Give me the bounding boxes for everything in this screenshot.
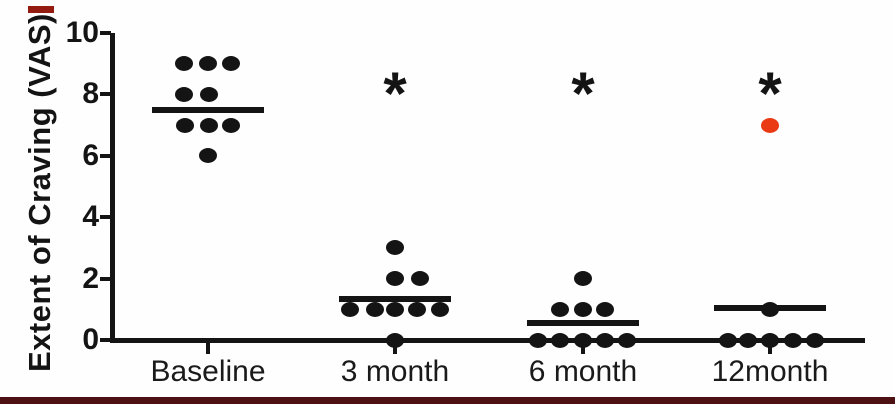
y-tick-label: 4 — [82, 200, 99, 234]
data-point — [529, 332, 547, 348]
x-axis-label-12month: 12month — [711, 355, 829, 388]
group-mean-line — [527, 320, 639, 327]
x-tick-mark — [768, 343, 772, 354]
group-mean-line — [714, 304, 826, 311]
data-point — [596, 301, 614, 317]
y-tick-mark — [100, 92, 111, 97]
x-tick-mark — [206, 343, 210, 354]
x-axis-label-6-month: 6 month — [528, 355, 638, 388]
data-point — [431, 301, 449, 317]
y-tick-label: 10 — [65, 16, 99, 49]
data-point — [574, 301, 592, 317]
data-point — [386, 240, 404, 256]
data-point — [408, 301, 426, 317]
x-tick-mark — [393, 343, 397, 354]
data-point — [719, 332, 737, 348]
data-point — [551, 332, 569, 348]
group-mean-line — [152, 106, 264, 113]
data-point — [176, 117, 194, 133]
data-point — [341, 301, 359, 317]
y-tick-label: 6 — [82, 138, 99, 172]
bottom-border-bar — [0, 397, 895, 404]
x-axis-label-baseline: Baseline — [150, 355, 266, 388]
data-point-highlighted — [761, 117, 779, 133]
data-point — [199, 148, 217, 164]
significance-asterisk: * — [383, 60, 407, 127]
x-axis-label-3-month: 3 month — [340, 355, 450, 388]
data-point — [761, 332, 779, 348]
data-point — [784, 332, 802, 348]
x-tick-mark — [581, 343, 585, 354]
data-point — [200, 86, 218, 102]
y-axis-line — [110, 33, 115, 343]
data-point — [551, 301, 569, 317]
data-point — [175, 56, 193, 72]
data-point — [574, 271, 592, 287]
data-point — [739, 332, 757, 348]
data-point — [175, 86, 193, 102]
data-point — [618, 332, 636, 348]
data-point — [199, 56, 217, 72]
data-point — [574, 332, 592, 348]
top-left-red-dash — [28, 6, 54, 13]
data-point — [366, 301, 384, 317]
data-point — [222, 117, 240, 133]
y-tick-label: 8 — [82, 77, 99, 111]
y-tick-label: 0 — [82, 323, 99, 356]
y-tick-label: 2 — [82, 261, 99, 295]
y-tick-mark — [100, 31, 111, 35]
data-point — [222, 56, 240, 72]
data-point — [806, 332, 824, 348]
data-point — [386, 301, 404, 317]
x-axis-line — [110, 338, 865, 343]
y-tick-mark — [100, 276, 111, 281]
significance-asterisk: * — [571, 60, 595, 127]
data-point — [411, 271, 429, 287]
y-tick-mark — [100, 153, 111, 158]
data-point — [386, 271, 404, 287]
y-tick-mark — [100, 338, 111, 342]
significance-asterisk: * — [758, 60, 782, 127]
data-point — [596, 332, 614, 348]
data-point — [200, 117, 218, 133]
data-point — [386, 332, 404, 348]
y-tick-mark — [100, 215, 111, 220]
group-mean-line — [339, 295, 451, 302]
